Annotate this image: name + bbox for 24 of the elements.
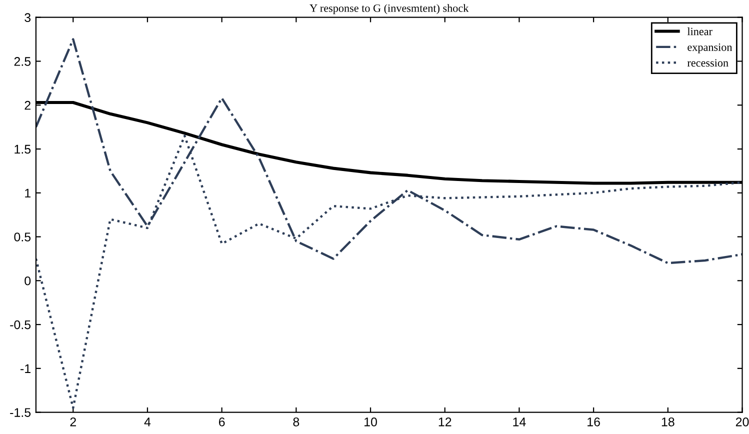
y-tick-label: 2 xyxy=(24,100,30,110)
y-tick-label: 0.5 xyxy=(14,232,31,242)
legend-label: recession xyxy=(687,59,728,67)
x-tick-label: 16 xyxy=(588,417,600,426)
y-tick-label: -1.5 xyxy=(10,408,31,417)
y-tick-label: -1 xyxy=(20,364,30,373)
chart-title: Y response to G (invesmtent) shock xyxy=(310,4,469,14)
x-tick-label: 20 xyxy=(736,417,749,426)
x-tick-label: 2 xyxy=(70,417,76,426)
x-tick-label: 10 xyxy=(364,417,377,426)
x-tick-label: 14 xyxy=(513,418,526,426)
legend-label: linear xyxy=(687,27,712,36)
x-tick-label: 6 xyxy=(218,417,225,426)
x-tick-label: 18 xyxy=(662,417,674,426)
x-tick-label: 4 xyxy=(144,418,151,426)
y-tick-label: -0.5 xyxy=(10,320,31,330)
y-tick-label: 0 xyxy=(24,276,31,286)
y-tick-label: 1.5 xyxy=(14,144,31,154)
y-tick-label: 1 xyxy=(25,188,30,198)
y-tick-label: 2.5 xyxy=(14,57,31,66)
x-tick-label: 8 xyxy=(293,417,300,426)
y-tick-label: 3 xyxy=(24,13,31,22)
x-tick-label: 12 xyxy=(438,417,452,426)
legend-label: expansion xyxy=(688,43,732,54)
